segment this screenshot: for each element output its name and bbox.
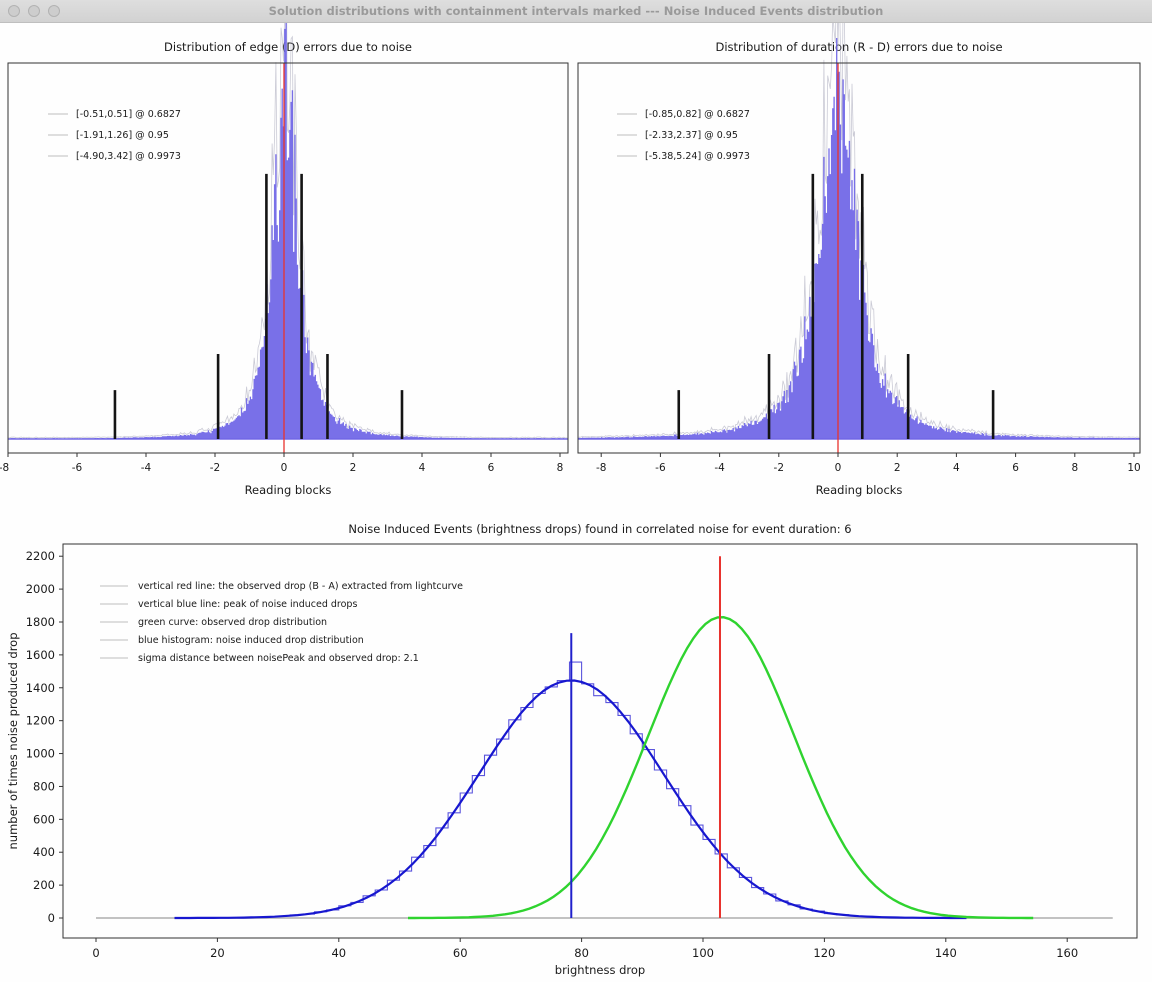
x-tick-label: 80 <box>574 946 589 960</box>
legend-label: [-0.85,0.82] @ 0.6827 <box>645 109 750 120</box>
minimize-button[interactable] <box>28 5 40 17</box>
x-tick-label: 2 <box>350 462 357 474</box>
x-axis-label: brightness drop <box>555 963 645 977</box>
x-tick-label: 8 <box>557 462 564 474</box>
x-tick-label: 40 <box>331 946 346 960</box>
x-tick-label: 8 <box>1071 462 1078 474</box>
x-tick-label: -8 <box>596 462 606 474</box>
y-tick-label: 1200 <box>26 714 55 728</box>
x-tick-label: 6 <box>488 462 495 474</box>
noise-drop-step-histogram <box>241 661 923 919</box>
y-tick-label: 800 <box>33 779 55 793</box>
legend-label: sigma distance between noisePeak and obs… <box>138 653 419 664</box>
chart-title: Distribution of edge (D) errors due to n… <box>164 40 412 54</box>
axes-spines <box>62 543 1138 939</box>
noise-histogram <box>7 23 568 439</box>
legend-label: blue histogram: noise induced drop distr… <box>138 635 364 646</box>
window-titlebar[interactable]: Solution distributions with containment … <box>0 0 1152 23</box>
x-tick-label: -4 <box>714 462 725 474</box>
x-tick-label: 2 <box>894 462 901 474</box>
window-title: Solution distributions with containment … <box>268 4 884 18</box>
x-axis-label: Reading blocks <box>816 483 903 497</box>
x-tick-label: 10 <box>1127 462 1140 474</box>
zoom-button[interactable] <box>48 5 60 17</box>
axes-spines <box>577 62 1141 454</box>
traffic-lights <box>8 5 60 17</box>
close-button[interactable] <box>8 5 20 17</box>
y-tick-label: 2000 <box>26 582 55 596</box>
y-tick-label: 1000 <box>26 747 55 761</box>
legend-label: [-5.38,5.24] @ 0.9973 <box>645 151 750 162</box>
y-tick-label: 400 <box>33 845 55 859</box>
legend-label: [-0.51,0.51] @ 0.6827 <box>76 109 181 120</box>
x-tick-label: -2 <box>774 462 784 474</box>
x-tick-label: 20 <box>210 946 225 960</box>
legend-label: [-1.91,1.26] @ 0.95 <box>76 130 169 141</box>
chart-duration-errors: Distribution of duration (R - D) errors … <box>577 23 1141 497</box>
chart-title: Noise Induced Events (brightness drops) … <box>348 522 851 536</box>
y-tick-label: 1400 <box>26 681 55 695</box>
y-tick-label: 1600 <box>26 648 55 662</box>
x-tick-label: 140 <box>935 946 957 960</box>
x-tick-label: -2 <box>210 462 220 474</box>
x-tick-label: -4 <box>141 462 152 474</box>
x-tick-label: 100 <box>692 946 714 960</box>
x-tick-label: 0 <box>92 946 99 960</box>
legend-label: [-2.33,2.37] @ 0.95 <box>645 130 738 141</box>
y-axis-label: number of times noise produced drop <box>6 632 20 849</box>
chart-edge-errors: Distribution of edge (D) errors due to n… <box>0 23 569 497</box>
y-tick-label: 600 <box>33 812 55 826</box>
axes-spines <box>7 62 569 454</box>
figure-canvas: Distribution of edge (D) errors due to n… <box>0 23 1152 982</box>
x-tick-label: 0 <box>281 462 288 474</box>
x-tick-label: 60 <box>453 946 468 960</box>
x-axis-label: Reading blocks <box>245 483 332 497</box>
x-tick-label: 120 <box>813 946 835 960</box>
y-tick-label: 0 <box>48 911 55 925</box>
chart-noise-events: Noise Induced Events (brightness drops) … <box>6 522 1138 977</box>
chart-title: Distribution of duration (R - D) errors … <box>715 40 1002 54</box>
legend-label: [-4.90,3.42] @ 0.9973 <box>76 151 181 162</box>
x-tick-label: -6 <box>655 462 666 474</box>
x-tick-label: 4 <box>953 462 960 474</box>
x-tick-label: -6 <box>72 462 83 474</box>
legend-label: green curve: observed drop distribution <box>138 617 327 628</box>
legend-label: vertical blue line: peak of noise induce… <box>138 599 357 610</box>
x-tick-label: -8 <box>0 462 9 474</box>
x-tick-label: 6 <box>1012 462 1019 474</box>
y-tick-label: 2200 <box>26 549 55 563</box>
legend-label: vertical red line: the observed drop (B … <box>138 581 463 592</box>
histogram-gray-edges <box>8 23 568 439</box>
x-tick-label: 160 <box>1056 946 1078 960</box>
y-tick-label: 1800 <box>26 615 55 629</box>
y-tick-label: 200 <box>33 878 55 892</box>
x-tick-label: 4 <box>419 462 426 474</box>
x-tick-label: 0 <box>835 462 842 474</box>
noise-histogram <box>578 38 1140 439</box>
